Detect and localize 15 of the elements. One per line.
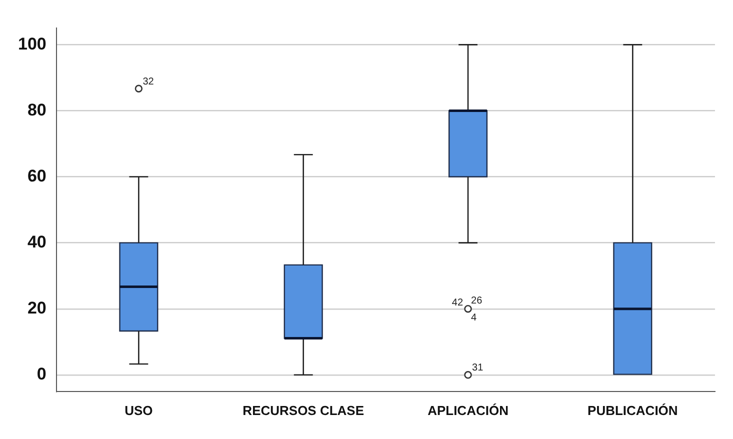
y-tick-label: 100	[18, 34, 46, 54]
x-tick-label: USO	[124, 402, 153, 418]
y-tick-label: 80	[27, 100, 46, 120]
annotation: 32	[142, 76, 154, 88]
x-tick-label: PUBLICACIÓN	[588, 402, 678, 418]
y-tick-label: 60	[27, 166, 46, 186]
x-tick-label: APLICACIÓN	[428, 402, 508, 418]
annotation: 4	[471, 312, 478, 324]
annotation: 31	[472, 362, 484, 374]
y-tick-label: 40	[27, 232, 46, 252]
y-tick-label: 0	[36, 364, 46, 384]
x-tick-label: RECURSOS CLASE	[242, 402, 364, 418]
y-tick-label: 20	[27, 298, 46, 318]
annotation: 26	[471, 296, 483, 307]
annotation: 42	[452, 298, 464, 309]
